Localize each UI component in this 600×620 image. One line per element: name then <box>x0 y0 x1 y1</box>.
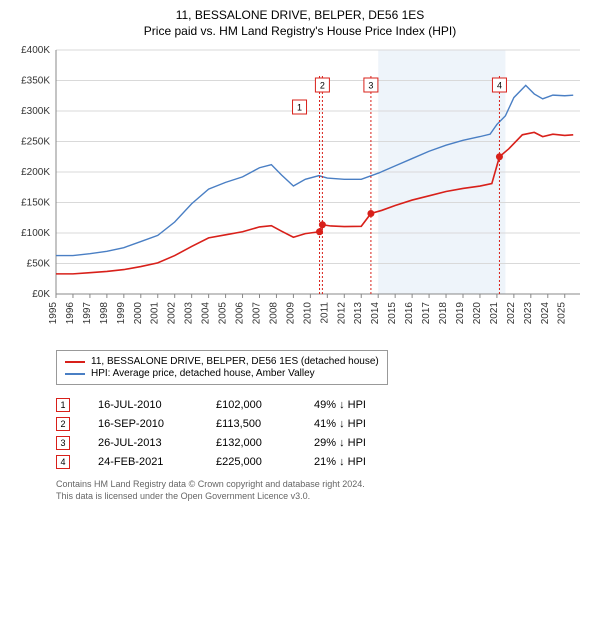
sale-date: 24-FEB-2021 <box>98 456 188 468</box>
svg-text:2008: 2008 <box>268 302 279 325</box>
sale-row: 3 26-JUL-2013 £132,000 29% ↓ HPI <box>56 436 592 450</box>
svg-text:1997: 1997 <box>82 302 93 325</box>
svg-text:2005: 2005 <box>218 302 229 325</box>
chart-container: £0K £50K £100K £150K £200K £250K £300K £350K £40… <box>8 44 592 344</box>
sale-marker: 4 <box>56 455 70 469</box>
svg-text:2007: 2007 <box>251 302 262 325</box>
legend-label: HPI: Average price, detached house, Ambe… <box>91 368 315 379</box>
sale-marker: 1 <box>56 398 70 412</box>
sale-delta: 29% ↓ HPI <box>314 437 394 449</box>
svg-text:2: 2 <box>320 81 325 91</box>
sale-date: 26-JUL-2013 <box>98 437 188 449</box>
sale-row: 1 16-JUL-2010 £102,000 49% ↓ HPI <box>56 398 592 412</box>
svg-text:2021: 2021 <box>489 302 500 325</box>
footer-line2: This data is licensed under the Open Gov… <box>56 491 556 503</box>
svg-text:2018: 2018 <box>438 302 449 325</box>
svg-text:£400K: £400K <box>21 45 50 56</box>
sale-date: 16-SEP-2010 <box>98 418 188 430</box>
legend-item: HPI: Average price, detached house, Ambe… <box>65 368 379 379</box>
svg-text:2011: 2011 <box>319 302 330 324</box>
svg-text:2001: 2001 <box>150 302 161 325</box>
svg-text:2019: 2019 <box>455 302 466 325</box>
svg-text:2003: 2003 <box>184 302 195 325</box>
svg-text:1995: 1995 <box>48 302 59 325</box>
sales-table: 1 16-JUL-2010 £102,000 49% ↓ HPI 2 16-SEP-201… <box>56 398 592 469</box>
svg-text:2012: 2012 <box>336 302 347 325</box>
sale-row: 4 24-FEB-2021 £225,000 21% ↓ HPI <box>56 455 592 469</box>
sale-price: £102,000 <box>216 399 286 411</box>
svg-text:2010: 2010 <box>302 302 313 325</box>
sale-date: 16-JUL-2010 <box>98 399 188 411</box>
sale-marker: 3 <box>56 436 70 450</box>
chart-title-block: 11, BESSALONE DRIVE, BELPER, DE56 1ES Pr… <box>8 8 592 38</box>
sale-delta: 21% ↓ HPI <box>314 456 394 468</box>
footer-line1: Contains HM Land Registry data © Crown c… <box>56 479 556 491</box>
svg-text:2023: 2023 <box>523 302 534 325</box>
svg-text:£100K: £100K <box>21 228 50 239</box>
sale-price: £132,000 <box>216 437 286 449</box>
svg-text:£250K: £250K <box>21 137 50 148</box>
svg-text:2014: 2014 <box>370 302 381 325</box>
title-address: 11, BESSALONE DRIVE, BELPER, DE56 1ES <box>8 8 592 22</box>
svg-text:2000: 2000 <box>133 302 144 325</box>
svg-text:2017: 2017 <box>421 302 432 325</box>
svg-text:2015: 2015 <box>387 302 398 325</box>
svg-text:1998: 1998 <box>99 302 110 325</box>
svg-text:2020: 2020 <box>472 302 483 325</box>
svg-text:2025: 2025 <box>557 302 568 325</box>
svg-text:3: 3 <box>368 81 373 91</box>
sale-row: 2 16-SEP-2010 £113,500 41% ↓ HPI <box>56 417 592 431</box>
svg-text:2004: 2004 <box>201 302 212 325</box>
svg-text:£350K: £350K <box>21 76 50 87</box>
svg-text:1996: 1996 <box>65 302 76 325</box>
svg-text:1999: 1999 <box>116 302 127 325</box>
sale-delta: 41% ↓ HPI <box>314 418 394 430</box>
sale-marker: 2 <box>56 417 70 431</box>
svg-text:2024: 2024 <box>540 302 551 325</box>
footer-attribution: Contains HM Land Registry data © Crown c… <box>56 479 556 502</box>
svg-text:2009: 2009 <box>285 302 296 325</box>
svg-text:2022: 2022 <box>506 302 517 325</box>
svg-text:2016: 2016 <box>404 302 415 325</box>
svg-text:2006: 2006 <box>235 302 246 325</box>
svg-text:1: 1 <box>297 103 302 113</box>
title-subtitle: Price paid vs. HM Land Registry's House … <box>8 24 592 38</box>
sale-delta: 49% ↓ HPI <box>314 399 394 411</box>
svg-text:£200K: £200K <box>21 167 50 178</box>
legend-item: 11, BESSALONE DRIVE, BELPER, DE56 1ES (d… <box>65 356 379 367</box>
legend-label: 11, BESSALONE DRIVE, BELPER, DE56 1ES (d… <box>91 356 379 367</box>
price-chart: £0K £50K £100K £150K £200K £250K £300K £350K £40… <box>8 44 588 344</box>
sale-price: £113,500 <box>216 418 286 430</box>
svg-text:£150K: £150K <box>21 198 50 209</box>
svg-text:£50K: £50K <box>27 259 51 270</box>
svg-text:4: 4 <box>497 81 502 91</box>
sale-price: £225,000 <box>216 456 286 468</box>
svg-text:£0K: £0K <box>32 289 50 300</box>
legend-swatch <box>65 361 85 363</box>
svg-text:2013: 2013 <box>353 302 364 325</box>
svg-text:£300K: £300K <box>21 106 50 117</box>
legend-swatch <box>65 373 85 375</box>
svg-text:2002: 2002 <box>167 302 178 325</box>
legend: 11, BESSALONE DRIVE, BELPER, DE56 1ES (d… <box>56 350 388 385</box>
